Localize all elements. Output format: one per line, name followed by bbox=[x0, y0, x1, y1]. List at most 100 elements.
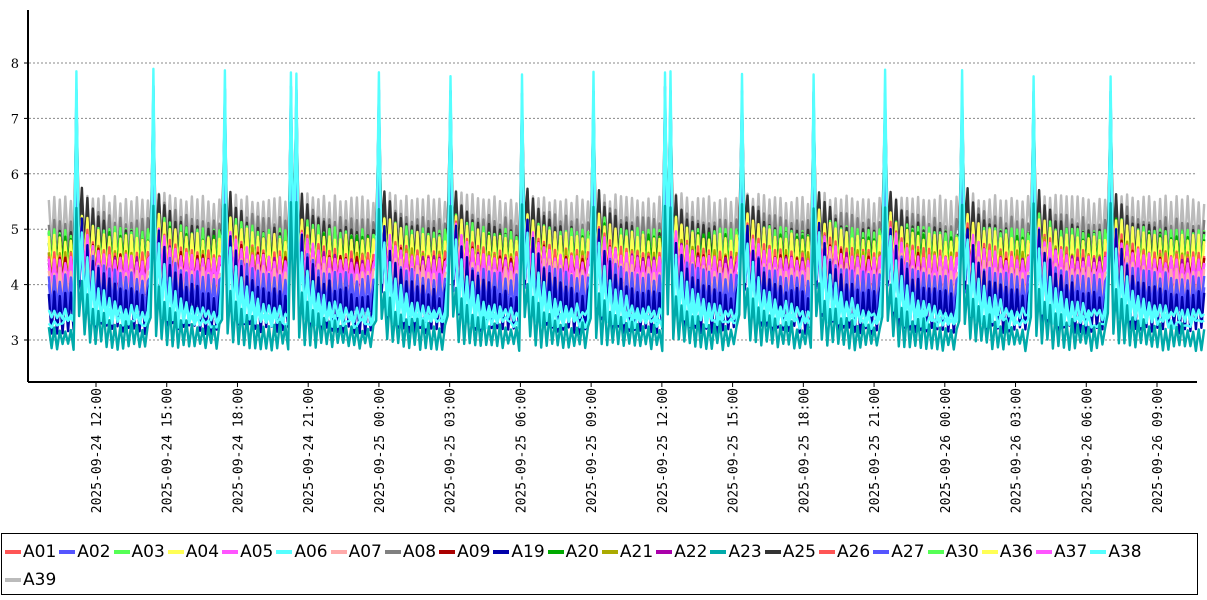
legend-swatch bbox=[764, 550, 781, 554]
x-tick-label-8: 2025-09-25 12:00 bbox=[656, 388, 671, 513]
legend-label: A08 bbox=[402, 542, 437, 562]
legend-item-A01: A01 bbox=[5, 538, 56, 566]
x-tick-label-4: 2025-09-25 00:00 bbox=[373, 388, 388, 513]
legend-label: A02 bbox=[77, 542, 111, 562]
x-tick-label-15: 2025-09-26 09:00 bbox=[1151, 388, 1166, 513]
legend-label: A36 bbox=[999, 542, 1034, 562]
legend-swatch bbox=[927, 550, 944, 554]
x-tick-label-6: 2025-09-25 06:00 bbox=[514, 388, 529, 513]
x-tick-label-2: 2025-09-24 18:00 bbox=[231, 388, 246, 513]
legend-label: A26 bbox=[836, 542, 871, 562]
series-line-A02 bbox=[47, 168, 1206, 314]
legend-swatch bbox=[384, 550, 401, 554]
series-line-A06 bbox=[47, 67, 1205, 330]
series-line-A37 bbox=[47, 157, 1206, 291]
x-tick-label-7: 2025-09-25 09:00 bbox=[585, 388, 600, 513]
y-axis-ticks: 3 4 5 6 7 8 bbox=[11, 57, 28, 349]
y-tick-label-4: 4 bbox=[11, 279, 19, 294]
legend-item-A19: A19 bbox=[493, 538, 545, 566]
legend-label: A06 bbox=[294, 542, 328, 562]
y-tick-label-6: 6 bbox=[11, 168, 19, 183]
legend-swatch bbox=[59, 550, 76, 554]
legend-swatch bbox=[439, 550, 456, 554]
series-line-A07 bbox=[47, 174, 1206, 303]
legend-swatch bbox=[5, 550, 21, 554]
y-tick-label-3: 3 bbox=[11, 334, 19, 349]
legend-item-A36: A36 bbox=[981, 538, 1034, 566]
series-line-A30 bbox=[47, 172, 1206, 275]
legend-label: A04 bbox=[185, 542, 220, 562]
legend-item-A38: A38 bbox=[1090, 538, 1142, 566]
legend-swatch bbox=[113, 550, 130, 554]
legend-swatch bbox=[1036, 550, 1053, 554]
legend-item-A03: A03 bbox=[113, 538, 165, 566]
series-layer bbox=[47, 67, 1206, 353]
legend-swatch bbox=[873, 550, 890, 554]
x-axis-ticks: 2025-09-24 12:00 2025-09-24 15:00 2025-09-… bbox=[90, 382, 1166, 513]
legend-swatch bbox=[222, 550, 239, 554]
legend-label: A05 bbox=[240, 542, 274, 562]
x-tick-label-13: 2025-09-26 03:00 bbox=[1010, 388, 1025, 513]
legend-swatch bbox=[493, 550, 510, 554]
legend-item-A04: A04 bbox=[167, 538, 220, 566]
legend-swatch bbox=[601, 550, 618, 554]
x-tick-label-12: 2025-09-26 00:00 bbox=[939, 388, 954, 513]
legend-label: A25 bbox=[782, 542, 816, 562]
legend-label: A39 bbox=[23, 570, 57, 590]
x-tick-label-5: 2025-09-25 03:00 bbox=[444, 388, 459, 513]
legend-item-A05: A05 bbox=[222, 538, 273, 566]
legend-label: A09 bbox=[457, 542, 491, 562]
x-tick-label-0: 2025-09-24 12:00 bbox=[90, 388, 105, 513]
x-tick-label-3: 2025-09-24 21:00 bbox=[302, 388, 317, 513]
legend-label: A07 bbox=[348, 542, 382, 562]
legend-label: A23 bbox=[728, 542, 762, 562]
legend-item-A06: A06 bbox=[276, 538, 328, 566]
legend-item-A26: A26 bbox=[818, 538, 871, 566]
legend-label: A21 bbox=[619, 542, 654, 562]
legend-label: A22 bbox=[674, 542, 708, 562]
x-tick-label-1: 2025-09-24 15:00 bbox=[161, 388, 176, 513]
legend-item-A21: A21 bbox=[601, 538, 654, 566]
legend-label: A38 bbox=[1108, 542, 1142, 562]
legend-swatch bbox=[818, 550, 835, 554]
chart-legend: A01 A02 A03 A04 A05 A06 A07 A08 A09 A19 A20 A21 A22 A… bbox=[1, 533, 1198, 595]
legend-item-A30: A30 bbox=[927, 538, 979, 566]
legend-item-A22: A22 bbox=[656, 538, 707, 566]
legend-label: A37 bbox=[1054, 542, 1088, 562]
legend-label: A27 bbox=[891, 542, 925, 562]
series-line-A19 bbox=[47, 84, 1206, 336]
legend-item-A07: A07 bbox=[330, 538, 382, 566]
legend-item-A02: A02 bbox=[59, 538, 111, 566]
x-tick-label-9: 2025-09-25 15:00 bbox=[727, 388, 742, 513]
legend-item-A08: A08 bbox=[384, 538, 437, 566]
legend-swatch bbox=[710, 550, 727, 554]
legend-item-A27: A27 bbox=[873, 538, 925, 566]
series-line-A05 bbox=[47, 150, 1206, 286]
x-tick-label-11: 2025-09-25 21:00 bbox=[868, 388, 883, 513]
legend-item-A37: A37 bbox=[1036, 538, 1087, 566]
legend-item-A25: A25 bbox=[764, 538, 816, 566]
series-line-A26 bbox=[47, 172, 1206, 292]
legend-label: A19 bbox=[511, 542, 545, 562]
legend-swatch bbox=[167, 550, 184, 554]
legend-item-A20: A20 bbox=[547, 538, 599, 566]
legend-label: A01 bbox=[23, 542, 57, 562]
legend-item-A39: A39 bbox=[5, 566, 56, 594]
legend-swatch bbox=[5, 578, 21, 582]
series-line-A23 bbox=[47, 200, 1206, 353]
legend-swatch bbox=[981, 550, 998, 554]
legend-item-A23: A23 bbox=[710, 538, 762, 566]
y-tick-label-5: 5 bbox=[11, 223, 19, 238]
series-line-A38 bbox=[47, 95, 1206, 325]
y-tick-label-8: 8 bbox=[11, 57, 19, 72]
legend-swatch bbox=[276, 550, 293, 554]
series-line-A39 bbox=[47, 178, 1206, 253]
legend-swatch bbox=[330, 550, 347, 554]
legend-swatch bbox=[1090, 550, 1107, 554]
series-line-A04 bbox=[47, 156, 1206, 281]
legend-label: A30 bbox=[945, 542, 979, 562]
legend-label: A20 bbox=[565, 542, 599, 562]
y-tick-label-7: 7 bbox=[11, 112, 19, 127]
legend-swatch bbox=[547, 550, 564, 554]
